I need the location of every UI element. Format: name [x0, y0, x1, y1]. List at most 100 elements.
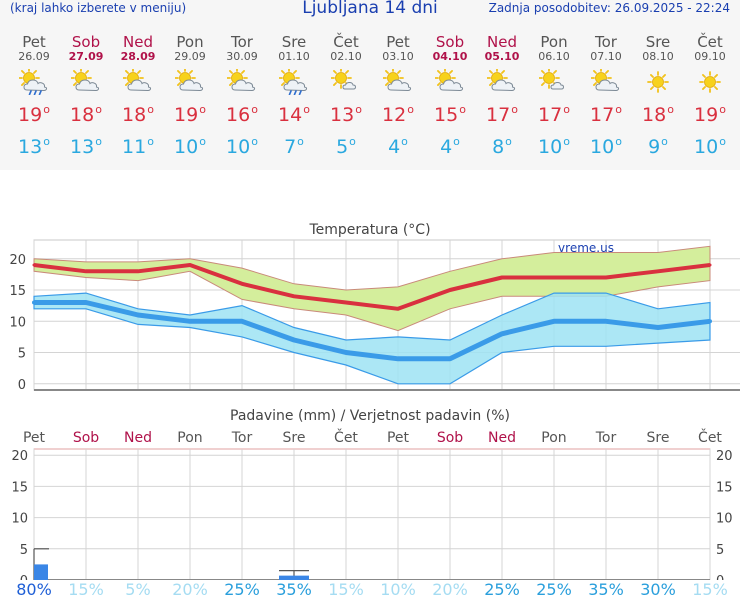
precip-y-tick-right: 15 [716, 480, 733, 495]
max-temp-point [240, 282, 244, 286]
precipitation-chart-title: Padavine (mm) / Verjetnost padavin (%) [230, 408, 510, 424]
max-temp-line [33, 263, 711, 311]
rain-probability: 15% [328, 580, 364, 599]
day-name: Pon [540, 33, 568, 51]
forecast-charts: Temperatura (°C) 0 5 10 15 20 vreme.us Padavine… [9, 222, 740, 580]
sun-cloud-icon [435, 69, 464, 92]
rain-probability: 25% [224, 580, 260, 599]
day-name: Tor [231, 33, 253, 51]
day-name: Tor [595, 33, 617, 51]
min-temp-point [396, 356, 400, 361]
precip-day-label: Ned [124, 430, 152, 446]
max-temp-point [396, 307, 400, 311]
sun-cloud-rain-icon [279, 69, 308, 95]
day-date: 04.10 [432, 50, 468, 63]
day-column: Pet 26.09 19o 13o [8, 34, 60, 158]
max-temp-point [500, 276, 504, 279]
min-temp: 10o [694, 135, 726, 158]
temperature-y-tick-label: 10 [9, 315, 26, 330]
precip-y-tick-left: 15 [11, 480, 28, 495]
min-temp-point [84, 300, 88, 305]
max-temp-point [32, 263, 36, 267]
day-date: 05.10 [484, 50, 520, 63]
precip-day-label: Čet [334, 428, 358, 446]
max-temp-range-band [33, 245, 711, 332]
rain-probability: 35% [588, 580, 624, 599]
rain-probability: 35% [276, 580, 312, 599]
min-temp-point [292, 338, 296, 342]
min-temp: 4o [388, 135, 408, 158]
precip-day-label: Pet [387, 430, 410, 446]
day-column: Sre 01.10 14o 7o [268, 34, 320, 158]
precip-y-tick-right: 20 [716, 449, 733, 464]
precip-y-tick-left: 20 [11, 449, 28, 464]
min-temp-point [344, 350, 348, 355]
day-date: 30.09 [226, 50, 258, 63]
sun-cloud-icon [487, 69, 516, 92]
min-temp-point [552, 319, 556, 324]
rain-probability-row: 80% 15% 5% 20% 25% 35% 15% 10% 20% 25% 25% 35% 30% 15… [0, 580, 740, 600]
min-temp-point [708, 319, 712, 324]
min-temp: 13o [18, 135, 50, 158]
day-name: Ned [487, 33, 517, 51]
precip-day-label: Sob [73, 430, 99, 446]
day-name: Čet [333, 33, 359, 51]
precip-day-label: Sob [437, 430, 463, 446]
rain-probability: 20% [172, 580, 208, 599]
day-name: Čet [697, 33, 723, 51]
max-temp: 18o [642, 103, 674, 126]
max-temp-point [656, 269, 660, 273]
max-temp: 15o [434, 103, 466, 126]
min-temp-point [240, 319, 244, 324]
precip-day-label: Pon [177, 430, 202, 446]
day-name: Sre [645, 33, 671, 51]
max-temp: 19o [18, 103, 50, 126]
day-column: Sob 27.09 18o 13o [60, 34, 112, 158]
watermark-label: vreme.us [558, 241, 614, 255]
min-temp-point [136, 313, 140, 317]
max-temp: 18o [70, 103, 102, 126]
day-date: 09.10 [694, 50, 726, 63]
day-name: Sob [435, 33, 465, 51]
day-date: 01.10 [278, 50, 310, 63]
precip-day-label: Pet [23, 430, 46, 446]
max-temp: 16o [226, 103, 258, 126]
day-column: Pon 29.09 19o 10o [164, 34, 216, 158]
min-temp: 5o [336, 135, 356, 158]
max-temp-point [552, 276, 556, 279]
sun-icon [699, 71, 721, 93]
sun-cloud-icon [227, 69, 256, 92]
min-temp: 7o [284, 135, 304, 158]
max-temp: 19o [174, 103, 206, 126]
min-temp-line [34, 300, 711, 362]
day-column: Sre 08.10 18o 9o [632, 34, 684, 158]
max-temp: 19o [694, 103, 726, 126]
min-temp: 10o [174, 135, 206, 158]
day-column: Sob 04.10 15o 4o [424, 34, 476, 158]
temperature-chart-title: Temperatura (°C) [308, 222, 430, 238]
day-date: 28.09 [120, 50, 156, 63]
precip-y-tick-left: 0 [20, 574, 28, 580]
rain-probability: 25% [536, 580, 572, 599]
day-date: 02.10 [330, 50, 362, 63]
precip-day-label: Čet [698, 428, 722, 446]
day-date: 06.10 [538, 50, 570, 63]
precip-day-label: Sre [283, 430, 306, 446]
day-date: 08.10 [642, 50, 674, 63]
min-temp: 11o [122, 135, 154, 158]
max-temp-point [292, 294, 296, 298]
min-temp: 9o [648, 135, 668, 158]
location-menu-note: (kraj lahko izberete v meniju) [10, 1, 187, 15]
temperature-y-tick-label: 5 [18, 347, 26, 362]
min-temp-point [604, 319, 608, 324]
day-name: Pet [386, 33, 410, 51]
day-column: Čet 09.10 19o 10o [684, 34, 736, 158]
min-temp: 10o [590, 135, 622, 158]
precip-plot-frame [33, 448, 711, 580]
day-date: 07.10 [590, 50, 622, 63]
sun-cloud-icon [71, 69, 100, 92]
day-column: Čet 02.10 13o 5o [320, 34, 372, 158]
max-temp: 17o [590, 103, 622, 126]
day-date: 29.09 [174, 50, 206, 63]
rain-probability: 5% [125, 580, 151, 599]
